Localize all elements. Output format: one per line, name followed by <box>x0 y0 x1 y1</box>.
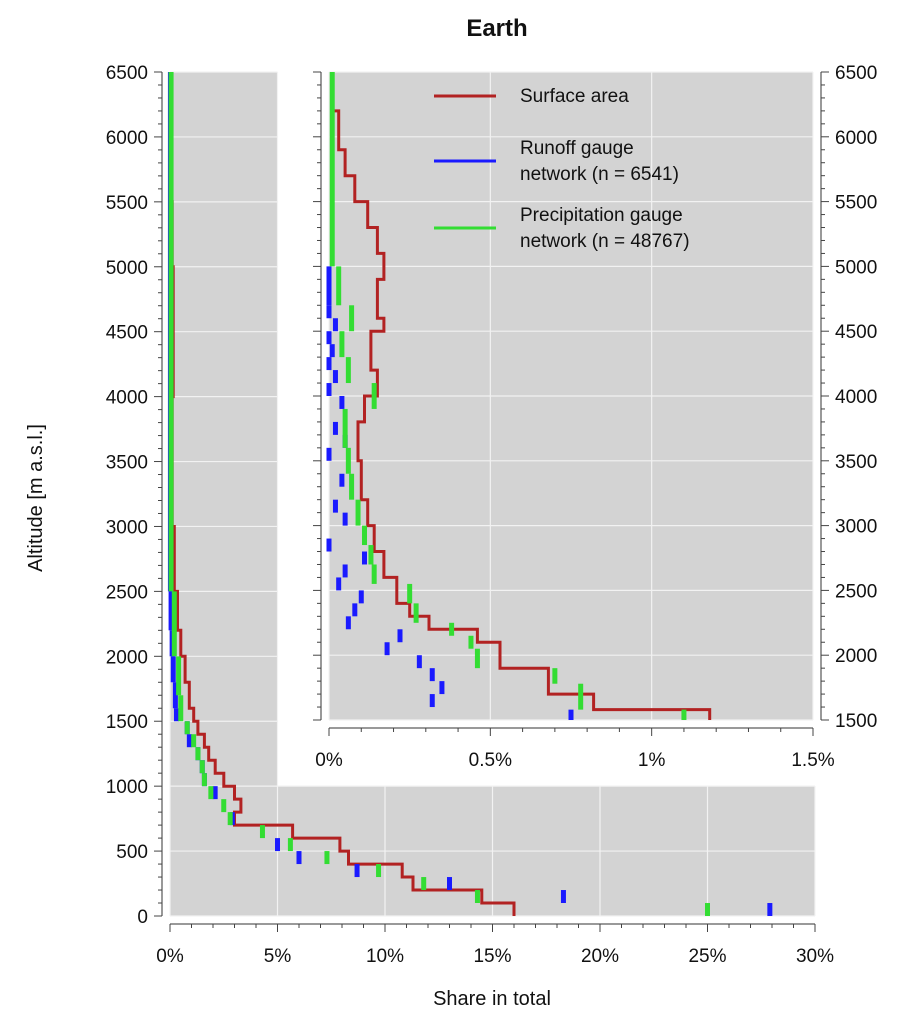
inset-y-tick-label: 3500 <box>835 452 877 473</box>
legend-label: Precipitation gauge <box>520 205 683 226</box>
inset-y-tick-label: 4500 <box>835 322 877 343</box>
inset-y-tick-label: 1500 <box>835 711 877 732</box>
y-tick-label: 4000 <box>106 388 148 409</box>
y-tick-label: 2500 <box>106 582 148 603</box>
inset-y-tick-label: 2500 <box>835 581 877 602</box>
chart-title: Earth <box>466 15 527 42</box>
y-tick-label: 2000 <box>106 647 148 668</box>
inset-x-tick-label: 0% <box>315 750 343 771</box>
y-tick-label: 1500 <box>106 712 148 733</box>
y-tick-label: 6000 <box>106 128 148 149</box>
inset-y-tick-label: 3000 <box>835 517 877 538</box>
legend-label: network (n = 6541) <box>520 164 679 185</box>
inset-y-tick-label: 6000 <box>835 128 877 149</box>
y-axis-label: Altitude [m a.s.l.] <box>25 424 47 572</box>
main-plot: 0 500 1000 1500 2000 2500 3000 3500 4000 4500 5000… <box>106 63 834 967</box>
inset-y-tick-label: 5000 <box>835 257 877 278</box>
y-tick-label: 500 <box>116 842 148 863</box>
x-axis-label: Share in total <box>433 988 551 1010</box>
x-tick-label: 15% <box>473 946 511 967</box>
y-tick-label: 5500 <box>106 193 148 214</box>
x-tick-label: 0% <box>156 946 184 967</box>
y-tick-label: 4500 <box>106 323 148 344</box>
inset-y-tick-label: 2000 <box>835 646 877 667</box>
x-tick-label: 20% <box>581 946 619 967</box>
inset-y-tick-label: 4000 <box>835 387 877 408</box>
x-tick-label: 25% <box>688 946 726 967</box>
y-tick-label: 3000 <box>106 517 148 538</box>
inset-x-tick-label: 0.5% <box>469 750 512 771</box>
legend-label: Runoff gauge <box>520 138 634 159</box>
y-tick-label: 0 <box>137 907 148 928</box>
inset-y-tick-label: 5500 <box>835 193 877 214</box>
x-tick-label: 5% <box>264 946 292 967</box>
inset-y-tick-label: 6500 <box>835 63 877 84</box>
x-tick-label: 30% <box>796 946 834 967</box>
legend-label: network (n = 48767) <box>520 231 690 252</box>
series-line-surface-area <box>330 72 712 720</box>
inset-x-tick-label: 1.5% <box>791 750 834 771</box>
legend: Surface area Runoff gauge network (n = 654… <box>434 86 690 252</box>
y-tick-label: 3500 <box>106 453 148 474</box>
inset-plot: 1500 2000 2500 3000 3500 4000 4500 5000 5500 6000… <box>313 63 877 771</box>
y-tick-label: 5000 <box>106 258 148 279</box>
main-plot-background <box>170 72 815 916</box>
x-tick-label: 10% <box>366 946 404 967</box>
legend-label: Surface area <box>520 86 629 107</box>
y-tick-label: 6500 <box>106 63 148 84</box>
y-tick-label: 1000 <box>106 777 148 798</box>
series-line-surface-area <box>168 72 516 916</box>
inset-x-tick-label: 1% <box>638 750 666 771</box>
